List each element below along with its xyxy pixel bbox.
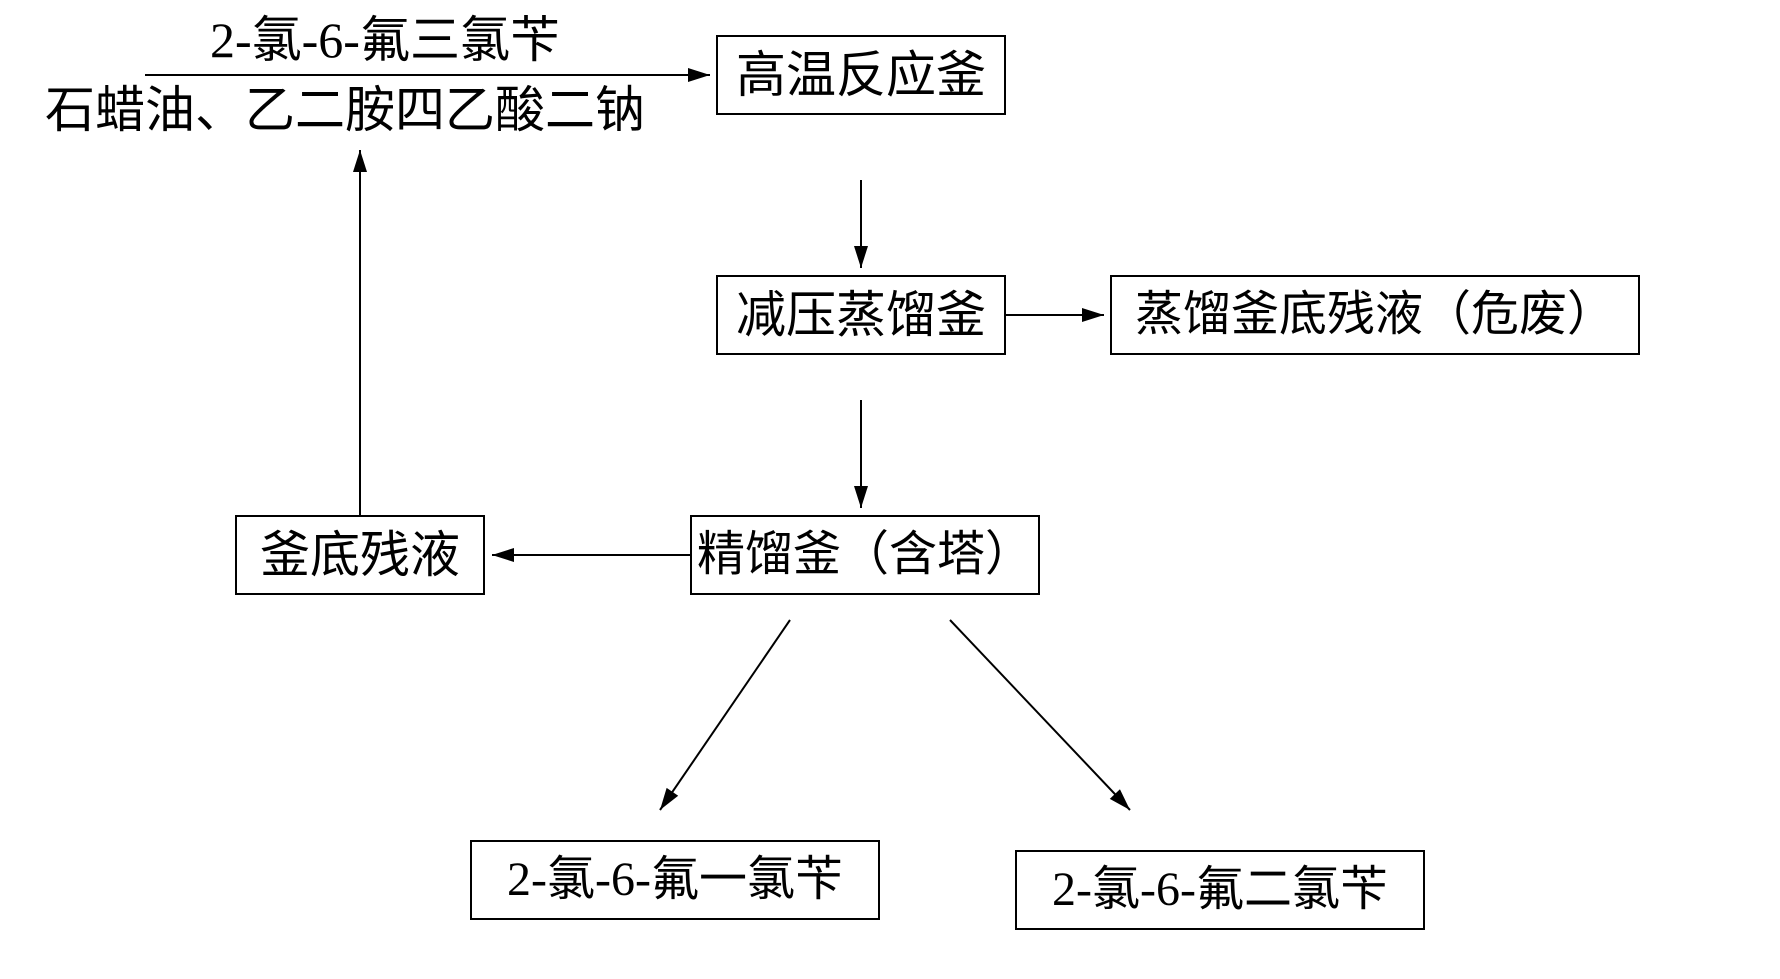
- reactor-box: 高温反应釜: [716, 35, 1006, 115]
- vacuum-distill-box: 减压蒸馏釜: [716, 275, 1006, 355]
- reagent-bottom-label: 石蜡油、乙二胺四乙酸二钠: [45, 80, 685, 140]
- reagent-top-label: 2-氯-6-氟三氯苄: [210, 10, 640, 70]
- product-1-box: 2-氯-6-氟一氯苄: [470, 840, 880, 920]
- flowchart-canvas: 2-氯-6-氟三氯苄 石蜡油、乙二胺四乙酸二钠 高温反应釜 减压蒸馏釜 蒸馏釜底…: [0, 0, 1780, 979]
- rectifier-box: 精馏釜（含塔）: [690, 515, 1040, 595]
- product-2-box: 2-氯-6-氟二氯苄: [1015, 850, 1425, 930]
- waste-box: 蒸馏釜底残液（危废）: [1110, 275, 1640, 355]
- flowchart-arrows: [0, 0, 1780, 979]
- residue-box: 釜底残液: [235, 515, 485, 595]
